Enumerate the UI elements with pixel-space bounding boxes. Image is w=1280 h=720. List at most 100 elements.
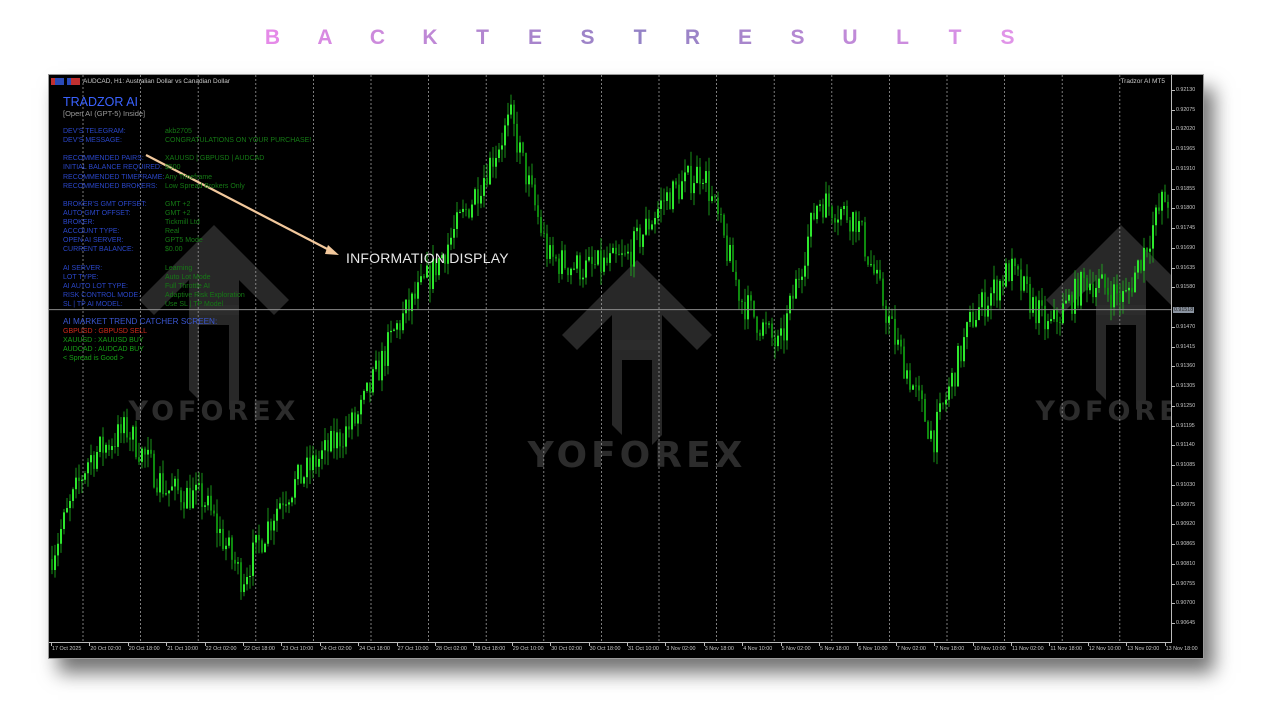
info-label: BROKER: [63,219,95,227]
candle-body [216,513,218,534]
price-tick [1172,346,1175,348]
info-label: AUTO GMT OFFSET: [63,209,131,217]
candle-body [768,323,770,325]
candle-body [621,253,623,255]
price-tick [1172,109,1175,111]
candle-body [1113,284,1115,308]
candle-body [57,543,59,556]
candle-body [429,265,431,290]
candle-body [690,165,692,194]
info-value: GPT5 Mode [165,237,203,245]
candle-body [1053,309,1055,320]
candle-body [663,200,665,202]
time-label: 22 Oct 18:00 [244,646,275,652]
price-axis[interactable]: 0.92130 0.92075 0.92020 0.91965 0.91910 0.918… [1172,75,1203,642]
candle-body [363,390,365,400]
candle-body [186,487,188,509]
time-tick [51,643,52,646]
candle-body [984,292,986,317]
time-label: 30 Oct 02:00 [551,646,583,652]
canada-flag-icon [67,78,80,85]
candle-body [396,323,398,330]
candle-body [618,254,620,256]
candle-body [183,502,185,509]
time-tick [358,643,360,646]
candle-body [765,322,767,325]
chart-plot-area[interactable]: YOFOREX YOFOREX YOFOREX AUDCAD, H1: Austra… [49,75,1172,643]
candle-body [288,502,290,505]
candle-body [387,332,389,366]
candle-body [735,271,737,280]
price-tick [1172,267,1175,269]
candle-body [177,478,179,491]
price-label: 0.91140 [1176,442,1195,449]
time-label: 3 Nov 02:00 [666,646,696,652]
candle-body [1158,207,1160,211]
candle-body [306,457,308,478]
candle-body [891,316,893,319]
candle-body [1089,283,1091,291]
info-value: CONGRATULATIONS ON YOUR PURCHASE! [165,137,312,145]
candle-body [1164,191,1166,202]
info-value: $500 [165,164,181,172]
candle-body [672,181,674,210]
candle-body [540,216,542,233]
candle-body [246,576,248,585]
candle-body [591,256,593,264]
candle-body [441,255,443,259]
candle-body [678,184,680,200]
candle-body [912,385,914,390]
candle-body [1086,278,1088,291]
candle-body [669,192,671,210]
candle-body [882,278,884,306]
info-value: GMT +2 [165,200,191,208]
price-tick [1172,484,1175,486]
trend-catcher-title: AI MARKET TREND CATCHER SCREEN: [63,316,218,326]
candle-body [435,258,437,276]
candle-body [276,508,278,521]
candle-body [282,503,284,506]
time-label: 22 Oct 02:00 [205,646,237,652]
candle-body [696,166,698,184]
time-tick [819,643,820,646]
banner-letter: S [580,26,595,49]
candle-body [1110,294,1112,308]
candle-body [342,446,344,448]
candle-body [1134,272,1136,293]
candle-body [1083,271,1085,279]
time-tick [511,643,513,646]
price-label: 0.91030 [1176,481,1196,488]
info-label: RECOMMENDED PAIRS: [63,155,144,163]
info-row: AUTO GMT OFFSET: GMT +2 [63,209,311,218]
info-value: Auto Lot Mode [165,273,211,281]
candle-body [267,521,269,544]
banner-letter: S [1000,26,1015,49]
candle-body [870,264,872,266]
candle-body [486,178,488,185]
candle-body [225,545,227,550]
candle-body [924,398,926,422]
candle-body [213,510,215,514]
candle-body [501,145,503,150]
price-label: 0.91800 [1176,205,1196,212]
candle-body [945,399,947,405]
candle-body [333,430,335,449]
candle-body [291,497,293,503]
candle-body [1107,287,1109,295]
candle-body [309,457,311,471]
time-label: 24 Oct 18:00 [359,646,391,652]
candle-body [942,403,944,405]
candle-body [1047,321,1049,330]
candle-body [414,293,416,299]
expert-advisor-name[interactable]: Tradzor AI MT5 [1120,78,1165,85]
info-label: INITIAL BALANCE REQUIRED: [63,164,162,172]
info-value: Use SL | TP Model [165,300,224,308]
candle-body [582,277,584,280]
candle-body [810,212,812,237]
candle-body [843,205,845,210]
candle-body [1050,319,1052,322]
banner-letter: C [369,26,386,49]
candle-body [369,382,371,393]
price-tick [1172,247,1175,249]
time-axis[interactable]: 17 Oct 2025 20 Oct 02:00 20 Oct 18:00 21 Oc… [49,643,1203,658]
